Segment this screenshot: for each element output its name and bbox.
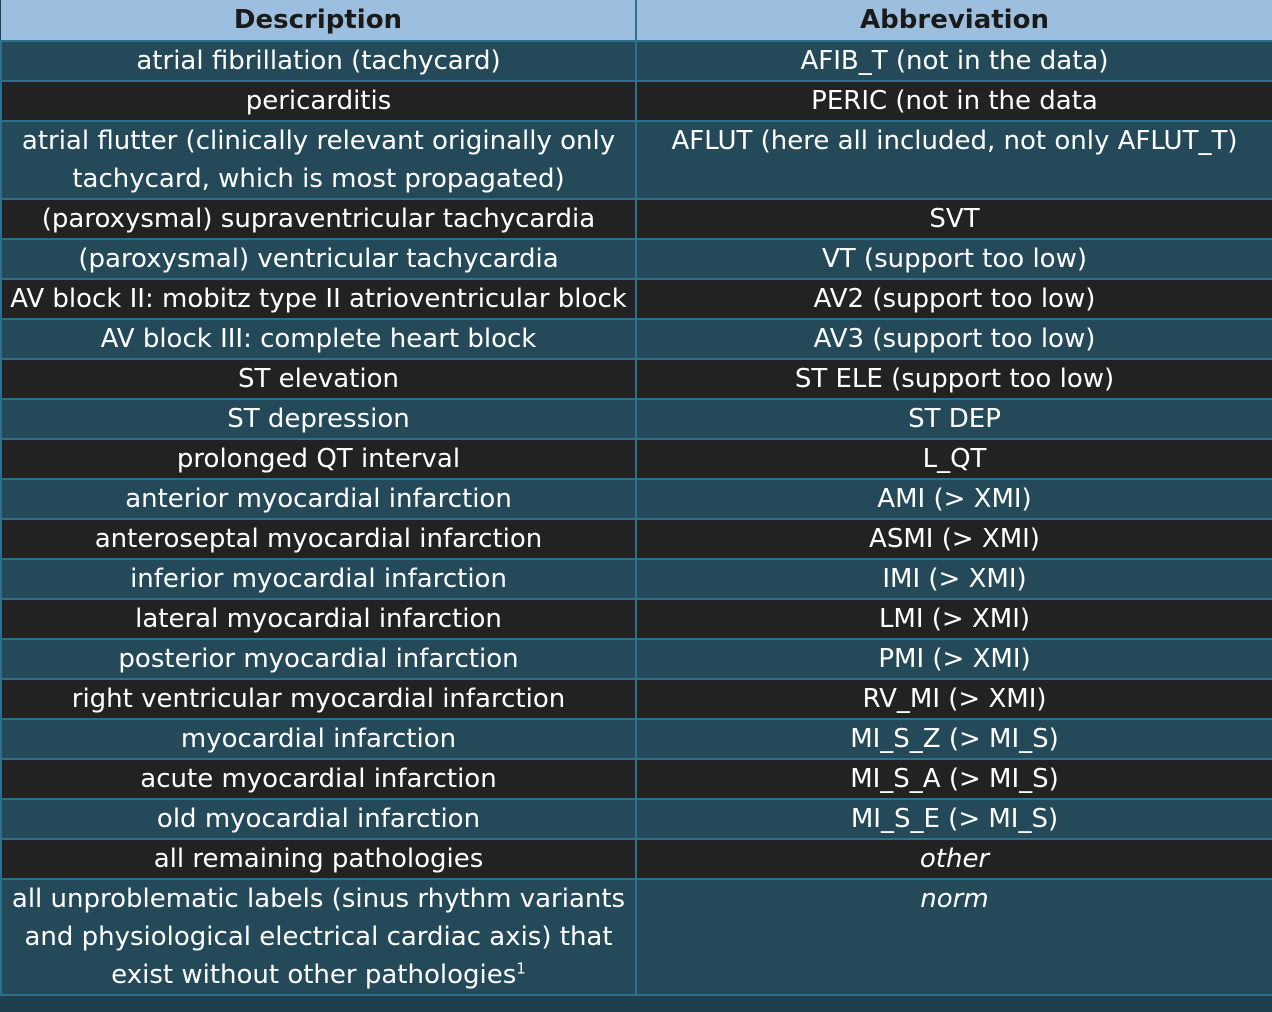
- table-row: myocardial infarction MI_S_Z (> MI_S): [0, 718, 1272, 760]
- description-cell: atrial flutter (clinically relevant orig…: [0, 120, 637, 200]
- description-cell: all unproblematic labels (sinus rhythm v…: [0, 878, 637, 996]
- abbreviation-cell: IMI (> XMI): [635, 558, 1272, 600]
- description-cell: anteroseptal myocardial infarction: [0, 518, 637, 560]
- table-row: pericarditis PERIC (not in the data: [0, 80, 1272, 122]
- abbreviation-cell: MI_S_Z (> MI_S): [635, 718, 1272, 760]
- abbreviation-cell: PERIC (not in the data: [635, 80, 1272, 122]
- table-row: anteroseptal myocardial infarction ASMI …: [0, 518, 1272, 560]
- description-cell: ST depression: [0, 398, 637, 440]
- abbreviation-cell: L_QT: [635, 438, 1272, 480]
- description-cell: (paroxysmal) ventricular tachycardia: [0, 238, 637, 280]
- abbreviation-cell: RV_MI (> XMI): [635, 678, 1272, 720]
- table-row: anterior myocardial infarction AMI (> XM…: [0, 478, 1272, 520]
- header-row: Description Abbreviation: [1, 0, 1272, 42]
- table-row: lateral myocardial infarction LMI (> XMI…: [0, 598, 1272, 640]
- description-cell: myocardial infarction: [0, 718, 637, 760]
- description-cell: atrial fibrillation (tachycard): [0, 40, 637, 82]
- abbreviation-cell: AV3 (support too low): [635, 318, 1272, 360]
- abbreviation-cell: AFLUT (here all included, not only AFLUT…: [635, 120, 1272, 200]
- description-cell: right ventricular myocardial infarction: [0, 678, 637, 720]
- description-cell: anterior myocardial infarction: [0, 478, 637, 520]
- abbreviation-cell: ST ELE (support too low): [635, 358, 1272, 400]
- table-row: atrial fibrillation (tachycard) AFIB_T (…: [0, 40, 1272, 82]
- abbreviation-cell: AV2 (support too low): [635, 278, 1272, 320]
- description-cell: prolonged QT interval: [0, 438, 637, 480]
- abbreviation-cell: PMI (> XMI): [635, 638, 1272, 680]
- description-cell: pericarditis: [0, 80, 637, 122]
- table-row: AV block III: complete heart block AV3 (…: [0, 318, 1272, 360]
- table-row: (paroxysmal) ventricular tachycardia VT …: [0, 238, 1272, 280]
- table-row: ST depression ST DEP: [0, 398, 1272, 440]
- description-cell: ST elevation: [0, 358, 637, 400]
- abbreviation-cell: AFIB_T (not in the data): [635, 40, 1272, 82]
- footnote-mark: 1: [516, 959, 526, 978]
- table-row: prolonged QT interval L_QT: [0, 438, 1272, 480]
- description-cell: old myocardial infarction: [0, 798, 637, 840]
- description-cell: posterior myocardial infarction: [0, 638, 637, 680]
- description-text: all unproblematic labels (sinus rhythm v…: [11, 884, 626, 990]
- table-row: all remaining pathologies other: [0, 838, 1272, 880]
- abbreviation-cell: SVT: [635, 198, 1272, 240]
- table-row: AV block II: mobitz type II atrioventric…: [0, 278, 1272, 320]
- table-row: all unproblematic labels (sinus rhythm v…: [0, 878, 1272, 996]
- header-description: Description: [1, 0, 637, 42]
- table-row: old myocardial infarction MI_S_E (> MI_S…: [0, 798, 1272, 840]
- description-cell: AV block II: mobitz type II atrioventric…: [0, 278, 637, 320]
- table-row: (paroxysmal) supraventricular tachycardi…: [0, 198, 1272, 240]
- abbreviation-cell: AMI (> XMI): [635, 478, 1272, 520]
- abbreviation-cell: MI_S_E (> MI_S): [635, 798, 1272, 840]
- description-cell: (paroxysmal) supraventricular tachycardi…: [0, 198, 637, 240]
- abbreviation-cell: other: [635, 838, 1272, 880]
- abbreviation-cell: LMI (> XMI): [635, 598, 1272, 640]
- abbreviation-cell: ASMI (> XMI): [635, 518, 1272, 560]
- table-row: inferior myocardial infarction IMI (> XM…: [0, 558, 1272, 600]
- header-abbreviation: Abbreviation: [636, 0, 1272, 42]
- description-cell: acute myocardial infarction: [0, 758, 637, 800]
- table-row: acute myocardial infarction MI_S_A (> MI…: [0, 758, 1272, 800]
- description-cell: all remaining pathologies: [0, 838, 637, 880]
- abbreviation-cell: norm: [635, 878, 1272, 996]
- table-row: ST elevation ST ELE (support too low): [0, 358, 1272, 400]
- description-cell: inferior myocardial infarction: [0, 558, 637, 600]
- description-cell: lateral myocardial infarction: [0, 598, 637, 640]
- table-row: atrial flutter (clinically relevant orig…: [0, 120, 1272, 200]
- abbreviation-cell: VT (support too low): [635, 238, 1272, 280]
- abbreviation-cell: MI_S_A (> MI_S): [635, 758, 1272, 800]
- description-cell: AV block III: complete heart block: [0, 318, 637, 360]
- table-row: right ventricular myocardial infarction …: [0, 678, 1272, 720]
- abbreviation-cell: ST DEP: [635, 398, 1272, 440]
- table-row: posterior myocardial infarction PMI (> X…: [0, 638, 1272, 680]
